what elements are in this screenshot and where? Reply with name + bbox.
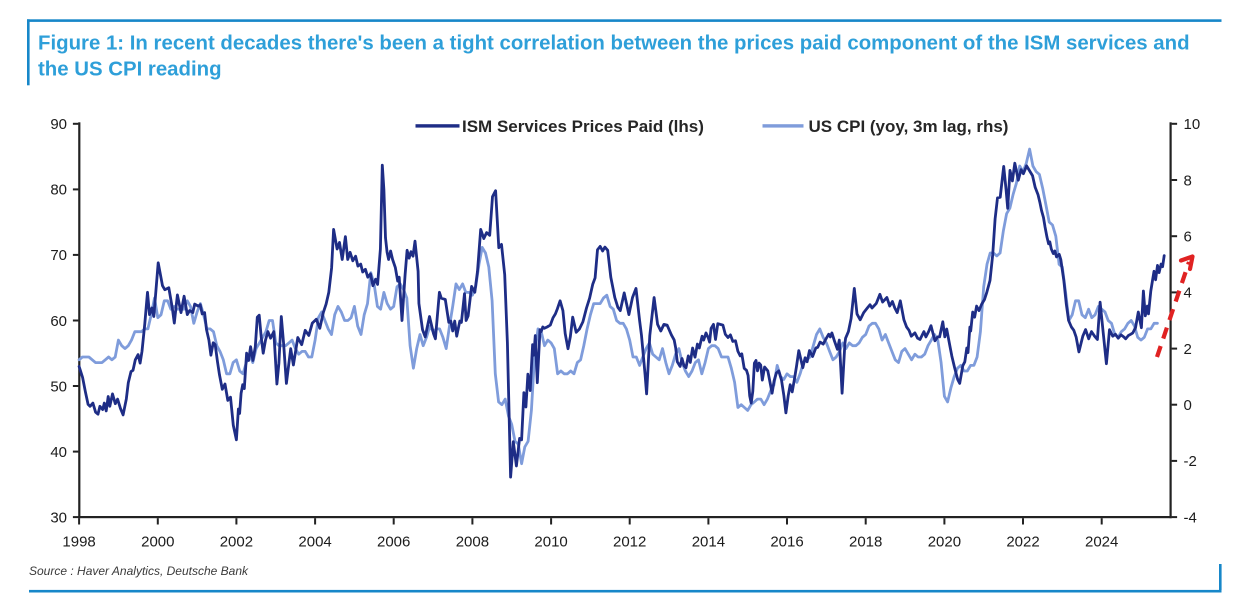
svg-text:2002: 2002 bbox=[220, 534, 253, 551]
svg-text:2008: 2008 bbox=[456, 534, 489, 551]
svg-text:the US CPI reading: the US CPI reading bbox=[38, 59, 222, 81]
svg-text:-4: -4 bbox=[1184, 509, 1197, 526]
svg-text:8: 8 bbox=[1184, 172, 1192, 189]
svg-text:2: 2 bbox=[1184, 341, 1192, 358]
svg-text:ISM Services Prices Paid (lhs): ISM Services Prices Paid (lhs) bbox=[462, 117, 704, 136]
svg-text:-2: -2 bbox=[1184, 453, 1197, 470]
svg-text:50: 50 bbox=[50, 378, 67, 395]
svg-text:80: 80 bbox=[50, 182, 67, 199]
svg-text:60: 60 bbox=[50, 313, 67, 330]
svg-text:2014: 2014 bbox=[692, 534, 725, 551]
svg-text:Source : Haver Analytics, Deut: Source : Haver Analytics, Deutsche Bank bbox=[29, 564, 249, 578]
svg-text:2020: 2020 bbox=[928, 534, 961, 551]
svg-text:10: 10 bbox=[1184, 116, 1201, 133]
svg-text:0: 0 bbox=[1184, 397, 1192, 414]
svg-text:Figure 1: In recent decades th: Figure 1: In recent decades there's been… bbox=[38, 33, 1190, 55]
svg-text:90: 90 bbox=[50, 116, 67, 133]
svg-text:2000: 2000 bbox=[141, 534, 174, 551]
svg-text:2022: 2022 bbox=[1006, 534, 1039, 551]
svg-text:2010: 2010 bbox=[534, 534, 567, 551]
svg-text:4: 4 bbox=[1184, 285, 1192, 302]
svg-text:40: 40 bbox=[50, 444, 67, 461]
svg-text:2004: 2004 bbox=[298, 534, 331, 551]
svg-text:2024: 2024 bbox=[1085, 534, 1118, 551]
svg-text:2006: 2006 bbox=[377, 534, 410, 551]
svg-text:1998: 1998 bbox=[62, 534, 95, 551]
svg-text:70: 70 bbox=[50, 247, 67, 264]
svg-text:2016: 2016 bbox=[770, 534, 803, 551]
svg-text:2012: 2012 bbox=[613, 534, 646, 551]
svg-text:2018: 2018 bbox=[849, 534, 882, 551]
svg-text:6: 6 bbox=[1184, 229, 1192, 246]
svg-text:US CPI (yoy, 3m lag, rhs): US CPI (yoy, 3m lag, rhs) bbox=[809, 117, 1009, 136]
svg-text:30: 30 bbox=[50, 509, 67, 526]
